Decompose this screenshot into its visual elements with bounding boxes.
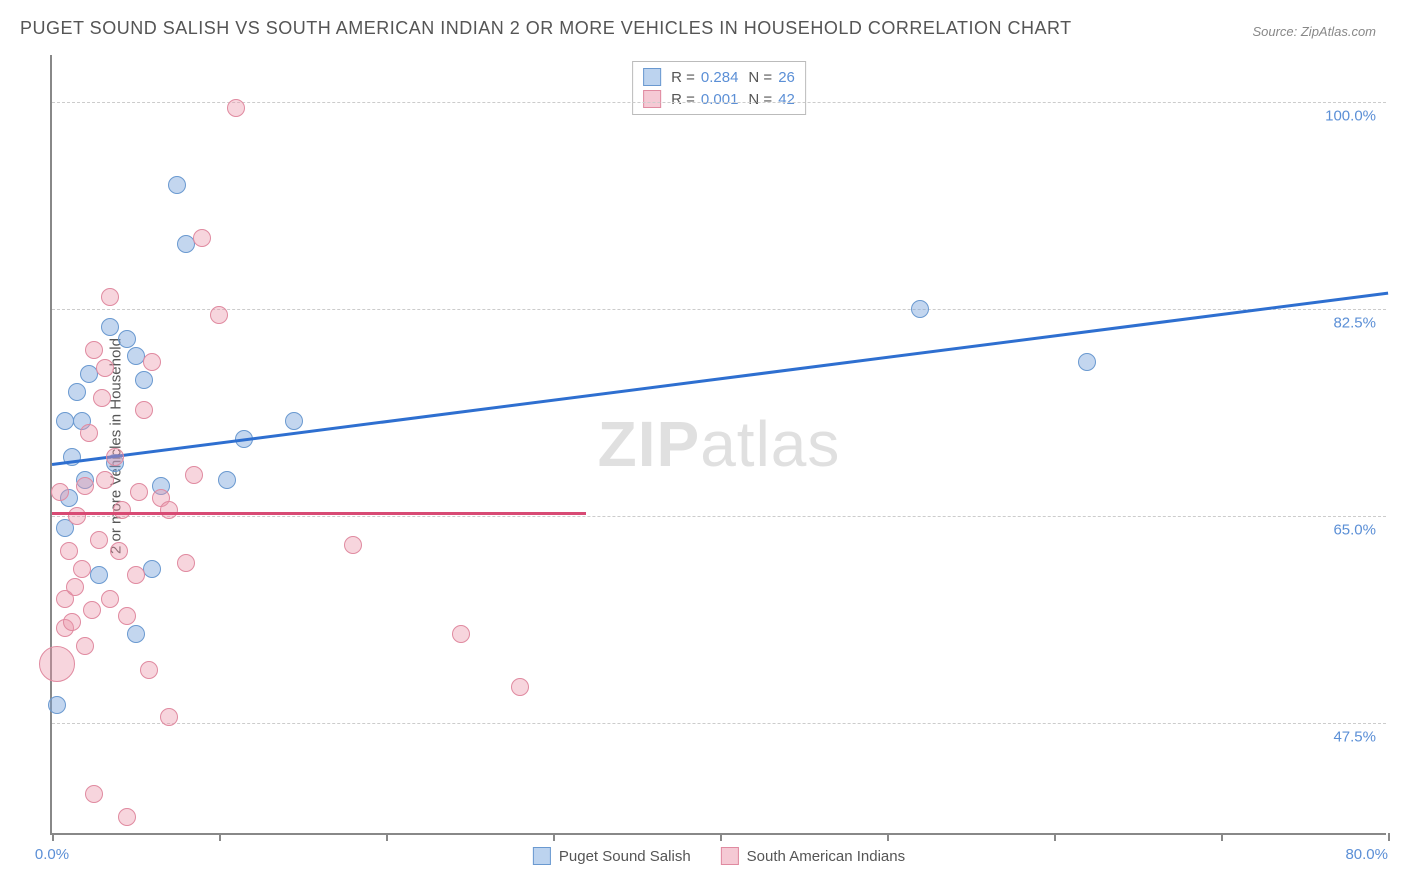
legend-item: Puget Sound Salish [533,847,691,865]
gridline-h [52,102,1386,103]
data-point [101,590,119,608]
data-point [118,330,136,348]
correlation-legend: R =0.284 N =26 R =0.001 N =42 [632,61,806,115]
data-point [168,176,186,194]
data-point [140,661,158,679]
data-point [68,383,86,401]
data-point [90,531,108,549]
series-legend: Puget Sound Salish South American Indians [533,847,905,865]
x-tick [386,833,388,841]
data-point [48,696,66,714]
gridline-h [52,309,1386,310]
data-point [160,501,178,519]
data-point [96,359,114,377]
data-point [56,412,74,430]
data-point [85,785,103,803]
x-tick [553,833,555,841]
data-point [60,542,78,560]
data-point [344,536,362,554]
data-point [80,424,98,442]
data-point [101,318,119,336]
legend-label: South American Indians [747,848,905,865]
x-tick-label: 0.0% [35,846,69,863]
data-point [130,483,148,501]
data-point [511,678,529,696]
data-point [39,646,75,682]
data-point [83,601,101,619]
data-point [227,99,245,117]
x-tick [52,833,54,841]
data-point [51,483,69,501]
source-attribution: Source: ZipAtlas.com [1252,24,1376,39]
x-tick [720,833,722,841]
data-point [96,471,114,489]
legend-swatch [721,847,739,865]
data-point [185,466,203,484]
data-point [135,401,153,419]
data-point [106,448,124,466]
data-point [63,613,81,631]
data-point [118,808,136,826]
data-point [285,412,303,430]
data-point [66,578,84,596]
x-tick [887,833,889,841]
plot-area: ZIPatlas R =0.284N =26R =0.001N =42 Puge… [50,55,1386,835]
legend-row: R =0.284 N =26 [643,66,795,88]
legend-swatch [643,90,661,108]
data-point [76,637,94,655]
data-point [177,235,195,253]
data-point [101,288,119,306]
data-point [1078,353,1096,371]
n-value: N =42 [748,91,794,108]
x-tick [1054,833,1056,841]
data-point [73,560,91,578]
data-point [93,389,111,407]
y-tick-label: 82.5% [1333,315,1376,332]
y-tick-label: 47.5% [1333,728,1376,745]
data-point [160,708,178,726]
data-point [113,501,131,519]
data-point [127,625,145,643]
x-tick [219,833,221,841]
data-point [911,300,929,318]
data-point [193,229,211,247]
data-point [177,554,195,572]
y-tick-label: 100.0% [1325,108,1376,125]
trendline [52,512,586,515]
trendline [52,291,1388,465]
data-point [218,471,236,489]
data-point [80,365,98,383]
legend-row: R =0.001 N =42 [643,88,795,110]
gridline-h [52,516,1386,517]
data-point [110,542,128,560]
data-point [210,306,228,324]
data-point [118,607,136,625]
n-value: N =26 [748,69,794,86]
r-value: R =0.001 [671,91,738,108]
legend-swatch [643,68,661,86]
legend-label: Puget Sound Salish [559,848,691,865]
legend-item: South American Indians [721,847,905,865]
chart-title: PUGET SOUND SALISH VS SOUTH AMERICAN IND… [20,18,1072,39]
data-point [127,566,145,584]
data-point [135,371,153,389]
x-tick [1221,833,1223,841]
r-value: R =0.284 [671,69,738,86]
data-point [127,347,145,365]
data-point [90,566,108,584]
data-point [68,507,86,525]
gridline-h [52,723,1386,724]
data-point [76,477,94,495]
data-point [85,341,103,359]
x-tick [1388,833,1390,841]
data-point [143,353,161,371]
x-tick-label: 80.0% [1345,846,1388,863]
data-point [143,560,161,578]
data-point [452,625,470,643]
watermark: ZIPatlas [598,407,841,481]
legend-swatch [533,847,551,865]
y-tick-label: 65.0% [1333,521,1376,538]
